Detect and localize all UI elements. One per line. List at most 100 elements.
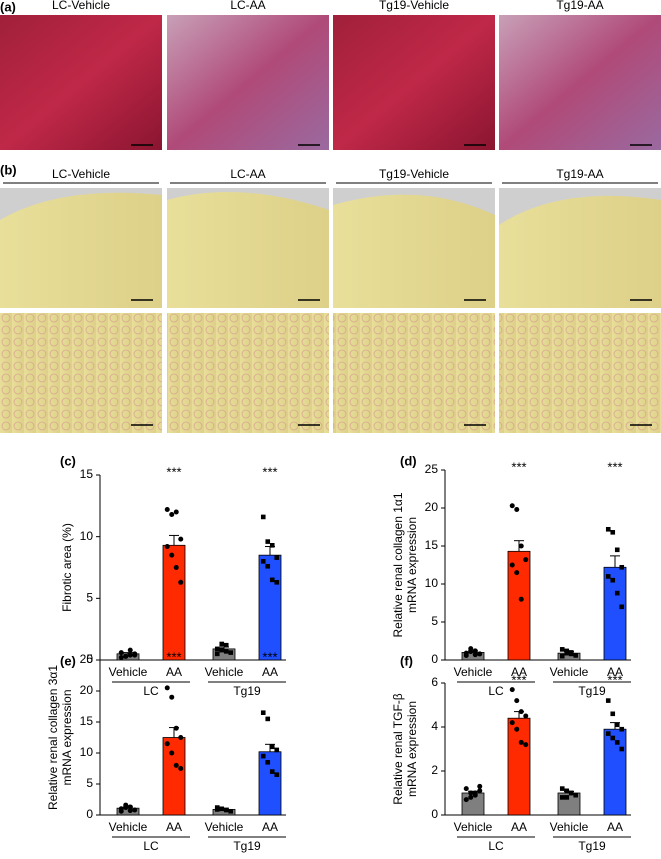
data-point (568, 790, 574, 796)
y-tick-label: 15 (425, 538, 439, 552)
y-tick-label: 0 (431, 652, 438, 666)
bar (507, 717, 531, 816)
y-tick-label: 0 (86, 652, 93, 666)
x-tick-label: AA (607, 665, 623, 679)
data-point (178, 766, 184, 771)
group-label: LC (143, 684, 159, 698)
data-point (173, 762, 179, 768)
data-point (605, 698, 611, 703)
data-point (518, 543, 524, 549)
y-axis-label: Relative renal collagen 3α1 (46, 665, 60, 810)
y-tick-label: 20 (80, 683, 94, 697)
column-label: LC-Vehicle (52, 167, 110, 181)
x-tick-label: AA (607, 820, 623, 834)
data-point (228, 808, 234, 814)
y-tick-label: 25 (80, 652, 94, 666)
data-point (127, 647, 133, 653)
data-point (260, 710, 266, 715)
data-point (169, 694, 175, 700)
tissue (499, 195, 661, 308)
data-point (169, 511, 175, 517)
data-point (619, 726, 625, 732)
data-point (514, 726, 520, 732)
data-point (564, 650, 570, 656)
data-point (274, 555, 280, 560)
micrographs (0, 15, 661, 433)
y-tick-label: 10 (425, 576, 439, 590)
data-point (173, 509, 179, 515)
x-tick-label: Vehicle (109, 820, 148, 834)
data-point (164, 741, 170, 747)
y-tick-label: 10 (80, 745, 94, 759)
data-point (123, 653, 129, 659)
x-tick-label: Vehicle (550, 665, 589, 679)
data-point (127, 808, 133, 814)
data-point (228, 650, 234, 655)
y-tick-label: 20 (425, 500, 439, 514)
x-tick-label: Vehicle (109, 665, 148, 679)
data-point (214, 807, 220, 812)
data-point (472, 652, 478, 658)
y-axis-label: mRNA expression (60, 689, 74, 785)
data-point (265, 716, 271, 722)
data-point (619, 604, 625, 610)
data-point (127, 804, 133, 810)
data-point (265, 760, 271, 765)
data-point (564, 795, 570, 800)
x-tick-label: AA (166, 665, 182, 679)
panel-label: (d) (400, 453, 417, 468)
x-tick-label: AA (262, 665, 278, 679)
group-label: Tg19 (233, 839, 261, 853)
data-point (559, 647, 565, 652)
y-tick-label: 0 (431, 807, 438, 821)
data-point (274, 772, 280, 777)
x-tick-label: AA (511, 665, 527, 679)
column-label: LC-AA (230, 167, 265, 181)
data-point (610, 711, 616, 717)
data-point (219, 806, 225, 812)
panel-label: (e) (60, 653, 76, 668)
data-point (169, 552, 175, 558)
x-tick-label: Vehicle (550, 820, 589, 834)
data-point (214, 646, 220, 652)
image (167, 313, 329, 433)
data-point (127, 652, 133, 658)
data-point (514, 507, 520, 513)
data-point (568, 650, 574, 655)
image (333, 313, 495, 433)
data-point (274, 747, 280, 753)
x-tick-label: Vehicle (205, 665, 244, 679)
data-point (509, 720, 515, 726)
group-label: Tg19 (233, 684, 261, 698)
y-tick-label: 5 (431, 614, 438, 628)
column-label: Tg19-Vehicle (379, 167, 449, 181)
group-label: LC (488, 684, 504, 698)
data-point (219, 647, 225, 653)
data-point (614, 547, 620, 553)
x-tick-label: AA (511, 820, 527, 834)
x-tick-label: Vehicle (454, 665, 493, 679)
data-point (610, 577, 616, 583)
data-point (123, 805, 129, 811)
data-point (132, 652, 138, 658)
y-axis-label: Fibrotic area (%) (60, 523, 74, 612)
image (333, 15, 495, 150)
bar (258, 554, 282, 661)
y-tick-label: 5 (86, 591, 93, 605)
image (499, 313, 661, 433)
data-point (118, 806, 124, 812)
y-tick-label: 15 (80, 714, 94, 728)
data-point (219, 641, 225, 647)
tissue (333, 194, 495, 308)
tissue (167, 192, 329, 308)
y-axis-label: Relative renal collagen 1α1 (391, 492, 405, 637)
data-point (178, 735, 184, 740)
data-point (468, 794, 474, 800)
data-point (518, 709, 524, 715)
image (0, 313, 162, 433)
data-point (573, 653, 579, 658)
image (0, 15, 162, 150)
x-tick-label: Vehicle (454, 820, 493, 834)
y-tick-label: 6 (431, 675, 438, 689)
data-point (514, 698, 520, 704)
